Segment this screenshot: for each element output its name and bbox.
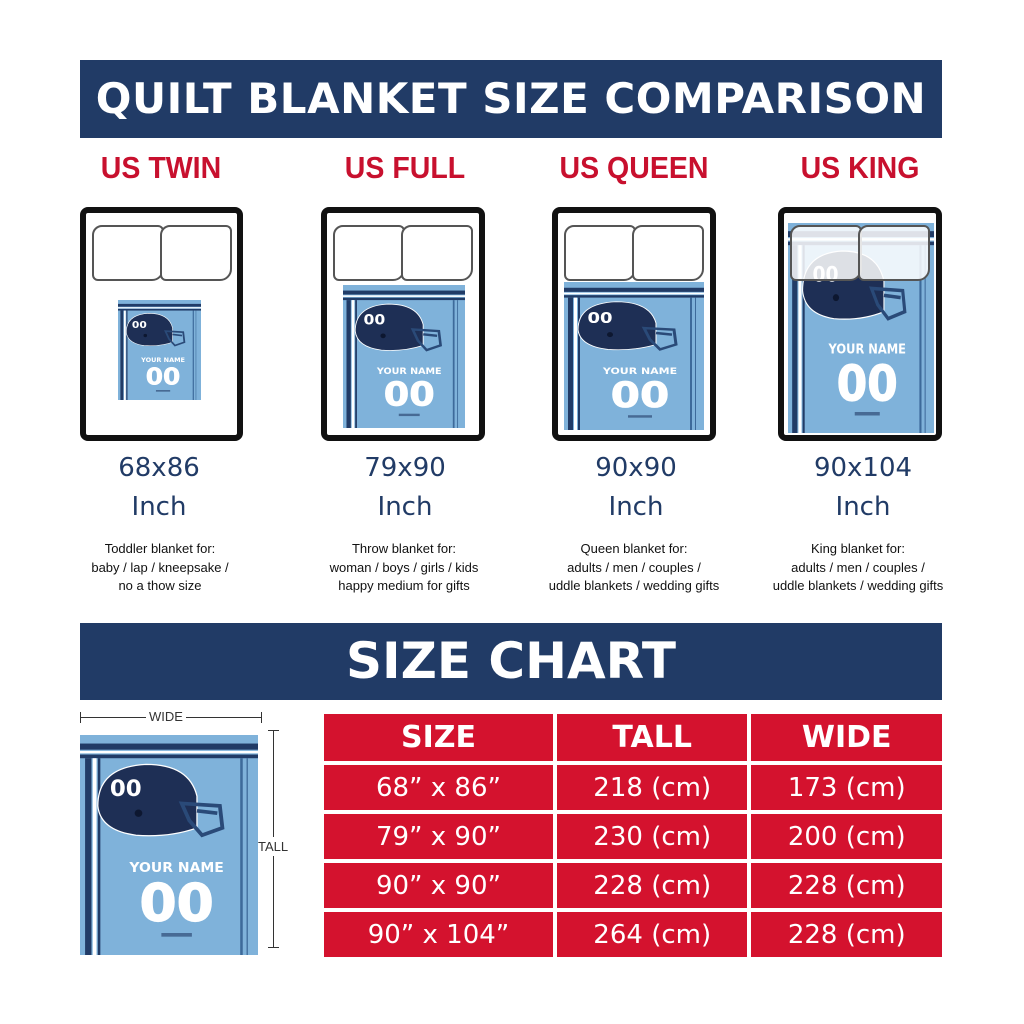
pillow <box>790 225 862 281</box>
size-label: US QUEEN <box>559 150 709 185</box>
dimensions-twin: 68x86 <box>118 453 200 483</box>
pillow <box>632 225 704 281</box>
wide-arrow-end <box>261 712 262 723</box>
cell-size: 90” x 90” <box>324 863 553 908</box>
size-column-twin: US TWIN <box>41 150 281 195</box>
desc-line: no a thow size <box>118 578 202 593</box>
unit-full: Inch <box>377 492 433 522</box>
size-label: US FULL <box>344 150 466 185</box>
print-number: 00 <box>837 355 898 412</box>
table-row: 90” x 90” 228 (cm) 228 (cm) <box>324 863 942 908</box>
print-name: YOUR NAME <box>376 366 442 376</box>
size-chart-table: SIZE TALL WIDE 68” x 86” 218 (cm) 173 (cm)… <box>320 710 946 961</box>
cell-wide: 173 (cm) <box>751 765 942 810</box>
svg-text:00: 00 <box>363 311 385 328</box>
desc-line: baby / lap / kneepsake / <box>91 559 229 575</box>
bed-full: 00 YOUR NAME 00 <box>321 207 485 441</box>
helmet-icon: 00 <box>97 763 225 838</box>
print-name: YOUR NAME <box>128 860 223 876</box>
table-header-row: SIZE TALL WIDE <box>324 714 942 761</box>
blanket-full: 00 YOUR NAME 00 <box>343 285 465 428</box>
table-row: 68” x 86” 218 (cm) 173 (cm) <box>324 765 942 810</box>
cell-size: 68” x 86” <box>324 765 553 810</box>
description-king: King blanket for: adults / men / couples … <box>738 540 978 596</box>
desc-line: happy medium for gifts <box>338 578 470 593</box>
helmet-icon: 00 <box>577 301 678 351</box>
desc-line: Toddler blanket for: <box>104 541 216 556</box>
desc-line: Queen blanket for: <box>580 541 688 556</box>
desc-line: uddle blankets / wedding gifts <box>548 578 720 593</box>
bed-king: 00 YOUR NAME 00 <box>778 207 942 441</box>
pillow <box>92 225 164 281</box>
bed-queen: 00 YOUR NAME 00 <box>552 207 716 441</box>
size-chart-title: SIZE CHART <box>80 623 942 700</box>
table-row: 90” x 104” 264 (cm) 228 (cm) <box>324 912 942 957</box>
print-number: 00 <box>146 363 181 390</box>
cell-tall: 264 (cm) <box>556 912 748 957</box>
helmet-icon: 00 <box>126 313 186 347</box>
cell-wide: 200 (cm) <box>751 814 942 859</box>
unit-king: Inch <box>835 492 891 522</box>
blanket-sample: 00 YOUR NAME 00 <box>80 735 258 955</box>
header-wide: WIDE <box>751 714 942 761</box>
dimensions-king: 90x104 <box>813 453 913 483</box>
blanket-artwork: 00 YOUR NAME 00 <box>343 285 465 428</box>
print-name: YOUR NAME <box>828 342 906 357</box>
tall-label: TALL <box>258 837 289 856</box>
pillow <box>564 225 636 281</box>
blanket-twin: 00 YOUR NAME 00 <box>118 300 201 400</box>
table-row: 79” x 90” 230 (cm) 200 (cm) <box>324 814 942 859</box>
tall-arrow-end <box>268 730 279 731</box>
wide-label: WIDE <box>146 709 186 724</box>
print-number: 00 <box>139 874 213 934</box>
cell-wide: 228 (cm) <box>751 863 942 908</box>
svg-text:00: 00 <box>132 319 147 331</box>
svg-text:00: 00 <box>110 777 142 802</box>
size-label: US TWIN <box>100 150 222 185</box>
size-column-king: US KING <box>740 150 980 195</box>
desc-line: King blanket for: <box>811 541 905 556</box>
desc-line: Throw blanket for: <box>351 541 457 556</box>
pillow <box>160 225 232 281</box>
bed-twin: 00 YOUR NAME 00 <box>80 207 243 441</box>
pillow <box>333 225 405 281</box>
description-queen: Queen blanket for: adults / men / couples… <box>514 540 754 596</box>
cell-tall: 228 (cm) <box>556 863 748 908</box>
cell-tall: 218 (cm) <box>556 765 748 810</box>
description-full: Throw blanket for: woman / boys / girls /… <box>284 540 524 596</box>
tall-arrow-end <box>268 947 279 948</box>
print-number: 00 <box>384 375 435 414</box>
wide-arrow-end <box>80 712 81 723</box>
blanket-artwork: 00 YOUR NAME 00 <box>118 300 201 400</box>
svg-text:00: 00 <box>587 310 612 327</box>
header-size: SIZE <box>324 714 553 761</box>
size-column-queen: US QUEEN <box>514 150 754 195</box>
desc-line: uddle blankets / wedding gifts <box>772 578 944 593</box>
cell-wide: 228 (cm) <box>751 912 942 957</box>
blanket-artwork: 00 YOUR NAME 00 <box>564 282 704 430</box>
header-tall: TALL <box>556 714 748 761</box>
print-number: 00 <box>611 376 669 416</box>
print-name: YOUR NAME <box>602 367 677 377</box>
print-name: YOUR NAME <box>140 357 185 364</box>
cell-size: 90” x 104” <box>324 912 553 957</box>
blanket-artwork: 00 YOUR NAME 00 <box>80 735 258 955</box>
helmet-icon: 00 <box>354 303 443 352</box>
unit-queen: Inch <box>608 492 664 522</box>
size-label: US KING <box>800 150 920 185</box>
dimensions-queen: 90x90 <box>595 453 677 483</box>
description-twin: Toddler blanket for: baby / lap / kneepsa… <box>40 540 280 596</box>
desc-line: woman / boys / girls / kids <box>329 559 479 575</box>
desc-line: adults / men / couples / <box>567 559 701 575</box>
size-column-full: US FULL <box>285 150 525 195</box>
desc-line: adults / men / couples / <box>791 559 925 575</box>
pillow <box>858 225 930 281</box>
blanket-queen: 00 YOUR NAME 00 <box>564 282 704 430</box>
dimensions-full: 79x90 <box>364 453 446 483</box>
unit-twin: Inch <box>131 492 187 522</box>
cell-tall: 230 (cm) <box>556 814 748 859</box>
comparison-title: QUILT BLANKET SIZE COMPARISON <box>80 60 942 138</box>
cell-size: 79” x 90” <box>324 814 553 859</box>
pillow <box>401 225 473 281</box>
